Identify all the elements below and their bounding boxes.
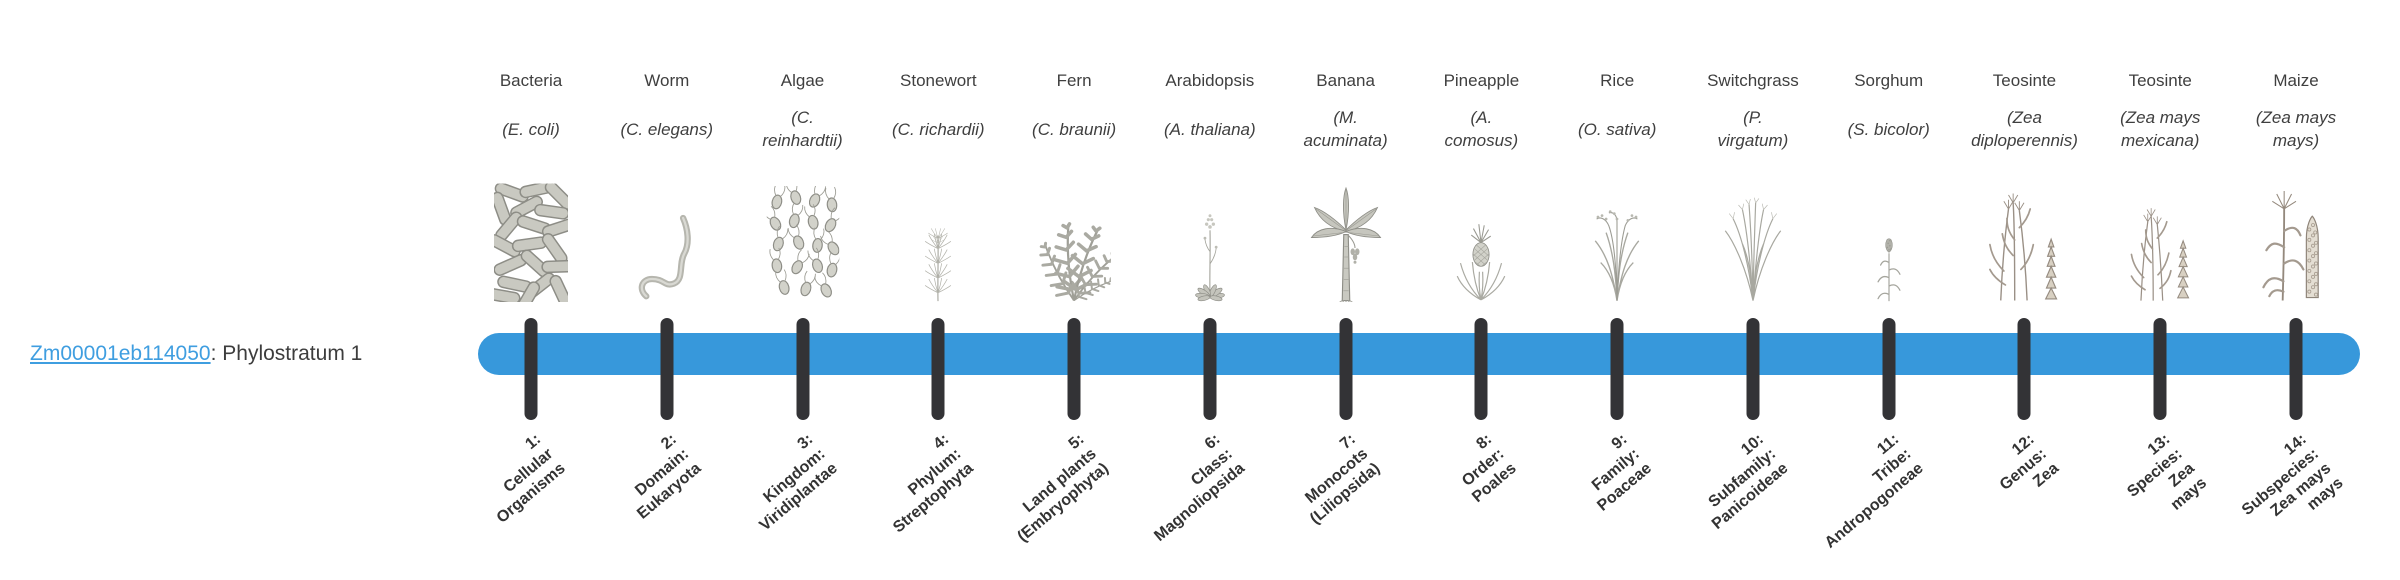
organism-common-name: Bacteria bbox=[499, 71, 563, 90]
organism-column-header: Bacteria (E. coli) bbox=[453, 70, 609, 158]
maize-icon bbox=[2259, 174, 2333, 302]
phylostratum-tick-label: 11: Tribe: Andropogoneae bbox=[1821, 430, 1927, 552]
organism-common-name: Banana bbox=[1316, 71, 1375, 90]
organism-species-name: (A. thaliana) bbox=[1164, 119, 1256, 139]
organism-column-header: Worm (C. elegans) bbox=[589, 70, 745, 158]
phylostratum-tick-label: 14: Subspecies: Zea mays mays bbox=[2238, 430, 2347, 520]
organism-species-name: (Zea diploperennis) bbox=[1971, 108, 2078, 150]
organism-species-name: (Zea mays mexicana) bbox=[2120, 108, 2201, 150]
organism-common-name: Pineapple bbox=[1443, 71, 1520, 90]
timeline-tick bbox=[1746, 318, 1760, 420]
phylostratum-text: : Phylostratum 1 bbox=[210, 342, 363, 365]
organism-species-name: (C. braunii) bbox=[1032, 119, 1117, 139]
timeline-tick bbox=[1882, 318, 1896, 420]
organism-species-name: (C. elegans) bbox=[620, 119, 714, 139]
organism-column-header: Teosinte (Zea diploperennis) bbox=[1946, 70, 2102, 158]
organism-column-header: Rice (O. sativa) bbox=[1539, 70, 1695, 158]
organism-column-header: Pineapple (A. comosus) bbox=[1403, 70, 1559, 158]
phylostratum-tick-label: 5: Land plants (Embryophyta) bbox=[1014, 430, 1113, 546]
switchgrass-icon bbox=[1720, 174, 1786, 302]
worm-icon bbox=[629, 210, 705, 302]
phylostratum-tick-label: 2: Domain: Eukaryota bbox=[632, 430, 705, 523]
organism-column-header: Fern (C. braunii) bbox=[996, 70, 1152, 158]
algae-icon bbox=[763, 186, 843, 302]
organism-species-name: (Zea mays mays) bbox=[2255, 108, 2337, 150]
organism-column-header: Stonewort (C. richardii) bbox=[860, 70, 1016, 158]
timeline-tick bbox=[1474, 318, 1488, 420]
gene-id-link[interactable]: Zm00001eb114050 bbox=[30, 342, 211, 365]
phylostratum-tick-label: 8: Order: Poales bbox=[1458, 430, 1520, 507]
organism-species-name: (E. coli) bbox=[502, 119, 560, 139]
organism-common-name: Maize bbox=[2273, 71, 2319, 90]
timeline-bar bbox=[478, 333, 2360, 375]
phylostratum-tick-label: 9: Family: Poaceae bbox=[1589, 430, 1656, 515]
timeline-tick bbox=[524, 318, 538, 420]
organism-common-name: Rice bbox=[1600, 71, 1635, 90]
organism-species-name: (C. richardii) bbox=[892, 119, 985, 139]
organism-column-header: Switchgrass (P. virgatum) bbox=[1675, 70, 1831, 158]
phylostratum-tick-label: 3: Kingdom: Viridiplantae bbox=[756, 430, 841, 535]
organism-column-header: Banana (M. acuminata) bbox=[1268, 70, 1424, 158]
phylostratum-tick-label: 12: Genus: Zea bbox=[1997, 430, 2063, 494]
phylostratum-tick-label: 6: Class: Magnoliopsida bbox=[1151, 430, 1248, 545]
organism-column-header: Arabidopsis (A. thaliana) bbox=[1132, 70, 1288, 158]
stonewort-icon bbox=[915, 180, 961, 302]
organism-common-name: Stonewort bbox=[900, 71, 977, 90]
rice-icon bbox=[1583, 186, 1651, 302]
timeline-tick bbox=[2153, 318, 2167, 420]
organism-species-name: (A. comosus) bbox=[1444, 108, 1519, 150]
timeline-tick bbox=[796, 318, 810, 420]
phylostratum-tick-label: 13: Species: Zea mays bbox=[2124, 430, 2211, 514]
organism-column-header: Algae (C. reinhardtii) bbox=[725, 70, 881, 158]
organism-common-name: Teosinte bbox=[2128, 71, 2192, 90]
timeline-tick bbox=[2017, 318, 2031, 420]
timeline-tick bbox=[931, 318, 945, 420]
timeline-tick bbox=[1203, 318, 1217, 420]
phylostratum-tick-label: 1: Cellular Organisms bbox=[494, 430, 569, 527]
timeline-tick bbox=[1067, 318, 1081, 420]
organism-common-name: Worm bbox=[644, 71, 690, 90]
organism-common-name: Sorghum bbox=[1854, 71, 1924, 90]
organism-common-name: Fern bbox=[1056, 71, 1092, 90]
organism-species-name: (S. bicolor) bbox=[1847, 119, 1930, 139]
organism-species-name: (C. reinhardtii) bbox=[762, 108, 843, 150]
organism-common-name: Teosinte bbox=[1992, 71, 2057, 90]
bacteria-icon bbox=[494, 176, 568, 302]
organism-species-name: (O. sativa) bbox=[1577, 119, 1657, 139]
timeline-tick bbox=[1339, 318, 1353, 420]
sorghum-icon bbox=[1868, 174, 1910, 302]
pineapple-icon bbox=[1454, 186, 1508, 302]
teosinte-diploperennis-icon bbox=[1984, 178, 2064, 302]
banana-icon bbox=[1307, 182, 1385, 302]
timeline-tick bbox=[660, 318, 674, 420]
organism-species-name: (P. virgatum) bbox=[1717, 108, 1789, 150]
timeline-tick bbox=[2289, 318, 2303, 420]
phylostratum-tick-label: 4: Phylum: Streptophyta bbox=[889, 430, 977, 537]
timeline-tick bbox=[1610, 318, 1624, 420]
gene-phylostratum-label: Zm00001eb114050: Phylostratum 1 bbox=[30, 341, 362, 367]
organism-column-header: Maize (Zea mays mays) bbox=[2218, 70, 2374, 158]
teosinte-mexicana-icon bbox=[2126, 178, 2194, 302]
organism-common-name: Switchgrass bbox=[1707, 71, 1799, 90]
organism-column-header: Teosinte (Zea mays mexicana) bbox=[2082, 70, 2238, 158]
organism-common-name: Arabidopsis bbox=[1165, 71, 1255, 90]
organism-common-name: Algae bbox=[780, 71, 825, 90]
organism-species-name: (M. acuminata) bbox=[1303, 108, 1388, 150]
arabidopsis-icon bbox=[1182, 186, 1238, 302]
phylostratum-tick-label: 7: Monocots (Liliopsida) bbox=[1302, 430, 1384, 528]
phylostratum-tick-label: 10: Subfamily: Panicoideae bbox=[1705, 430, 1791, 533]
fern-icon bbox=[1029, 184, 1119, 302]
organism-column-header: Sorghum (S. bicolor) bbox=[1811, 70, 1967, 158]
